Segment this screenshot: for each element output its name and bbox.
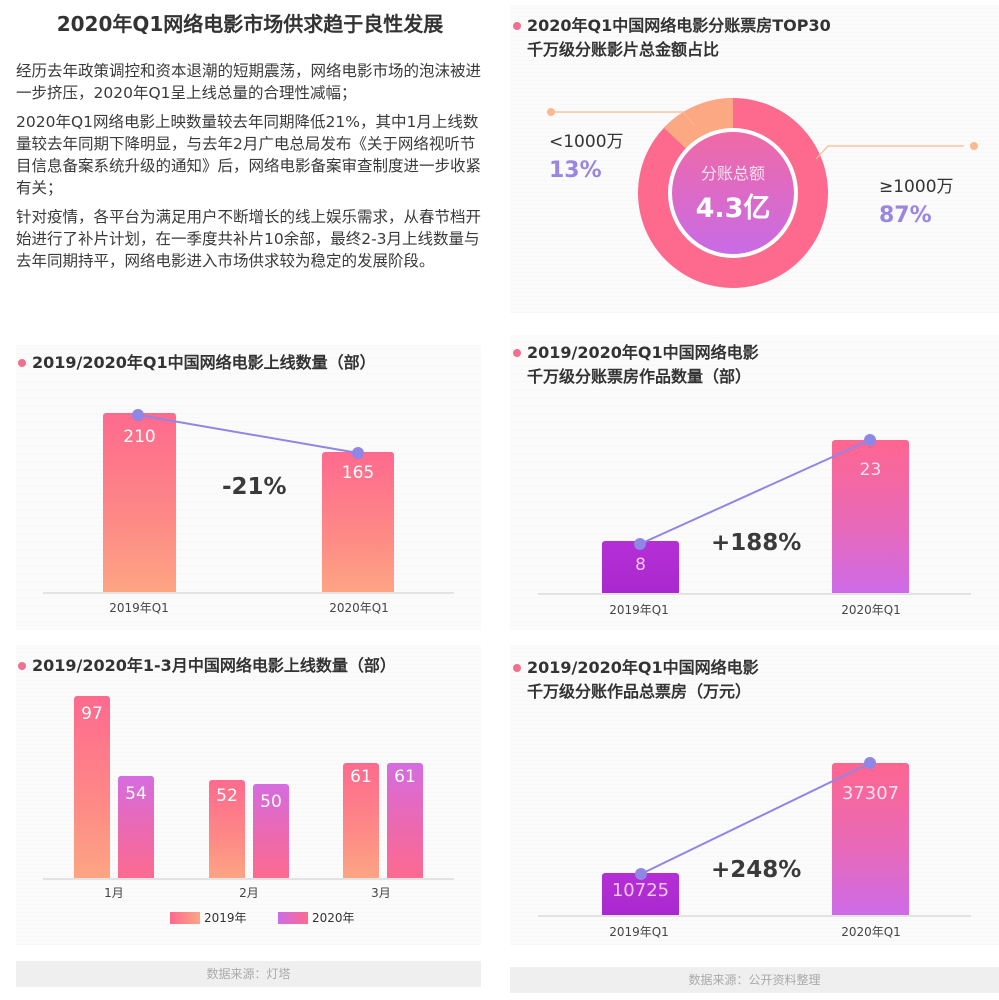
x-tick-label: 3月 [371, 886, 391, 900]
bullet-dot-icon [513, 664, 521, 672]
change-label: +188% [711, 530, 802, 556]
slice-pct-large: 87% [879, 203, 932, 228]
trend-line [634, 434, 876, 550]
chart-q1-count-panel [16, 345, 481, 630]
chart-q1-count-title: 2019/2020年Q1中国网络电影上线数量（部） [18, 351, 376, 375]
trend-line [132, 409, 364, 459]
bar-2020-q1: 165 [322, 452, 394, 594]
bar-2019-q1: 210 [103, 413, 176, 594]
x-tick-label: 2月 [239, 886, 259, 900]
bar-mar-2020: 61 [387, 763, 423, 879]
bullet-dot-icon [18, 662, 26, 670]
legend-swatch-2019 [170, 911, 200, 924]
bar-2019-q1-box: 10725 [602, 873, 679, 916]
x-axis [43, 592, 454, 594]
chart-tm-count-panel [510, 335, 999, 630]
intro-paragraph: 针对疫情，各平台为满足用户不断增长的线上娱乐需求，从春节档开始进行了补片计划，在… [16, 208, 482, 270]
chart-monthly-title: 2019/2020年1-3月中国网络电影上线数量（部） [18, 654, 396, 678]
chart-tm-boxoffice-panel [510, 645, 999, 945]
bar-feb-2019: 52 [209, 780, 245, 879]
legend-swatch-2020 [278, 911, 308, 924]
chart-tm-boxoffice-title: 2019/2020年Q1中国网络电影 千万级分账作品总票房（万元） [513, 656, 759, 704]
donut-center-label: 分账总额 [700, 164, 765, 183]
chart-donut-title: 2020年Q1中国网络电影分账票房TOP30 千万级分账影片总金额占比 [513, 14, 831, 62]
x-tick-label: 2019年Q1 [609, 925, 669, 939]
x-tick-label: 2019年Q1 [109, 601, 169, 615]
donut-center-value: 4.3亿 [695, 193, 771, 224]
x-tick-label: 2019年Q1 [609, 603, 669, 617]
legend-2020: 2020年 [278, 909, 355, 926]
x-tick-label: 1月 [104, 886, 124, 900]
bar-jan-2020: 54 [118, 776, 154, 879]
bullet-dot-icon [18, 359, 26, 367]
intro-paragraph: 经历去年政策调控和资本退潮的短期震荡，网络电影市场的泡沫被进一步挤压，2020年… [16, 62, 482, 102]
slice-label-small: <1000万 [549, 132, 624, 152]
x-tick-label: 2020年Q1 [841, 925, 901, 939]
bar-2020-q1-box: 37307 [832, 763, 909, 916]
x-tick-label: 2020年Q1 [329, 601, 389, 615]
slice-label-large: ≥1000万 [879, 177, 954, 197]
intro-paragraph: 2020年Q1网络电影上映数量较去年同期降低21%，其中1月上线数量较去年同期下… [16, 113, 482, 197]
main-title: 2020年Q1网络电影市场供求趋于良性发展 [56, 12, 444, 36]
slice-pct-small: 13% [549, 158, 602, 183]
data-source-right: 数据来源：公开资料整理 [510, 967, 999, 993]
bullet-dot-icon [513, 349, 521, 357]
bar-2020-q1-tm: 23 [832, 440, 909, 594]
x-axis [538, 593, 971, 595]
change-label: +248% [711, 857, 802, 883]
data-source-left: 数据来源：灯塔 [16, 961, 481, 987]
bar-jan-2019: 97 [74, 696, 110, 879]
trend-line [635, 757, 876, 880]
x-axis [538, 915, 971, 917]
bar-feb-2020: 50 [253, 784, 289, 879]
legend-2019: 2019年 [170, 909, 247, 926]
bar-mar-2019: 61 [343, 763, 379, 879]
change-label: -21% [222, 474, 287, 500]
x-tick-label: 2020年Q1 [841, 603, 901, 617]
bullet-dot-icon [513, 22, 521, 30]
donut-chart [547, 98, 978, 288]
intro-text: 经历去年政策调控和资本退潮的短期震荡，网络电影市场的泡沫被进一步挤压，2020年… [16, 60, 486, 279]
x-axis [43, 878, 454, 880]
chart-tm-count-title: 2019/2020年Q1中国网络电影 千万级分账票房作品数量（部） [513, 341, 759, 389]
